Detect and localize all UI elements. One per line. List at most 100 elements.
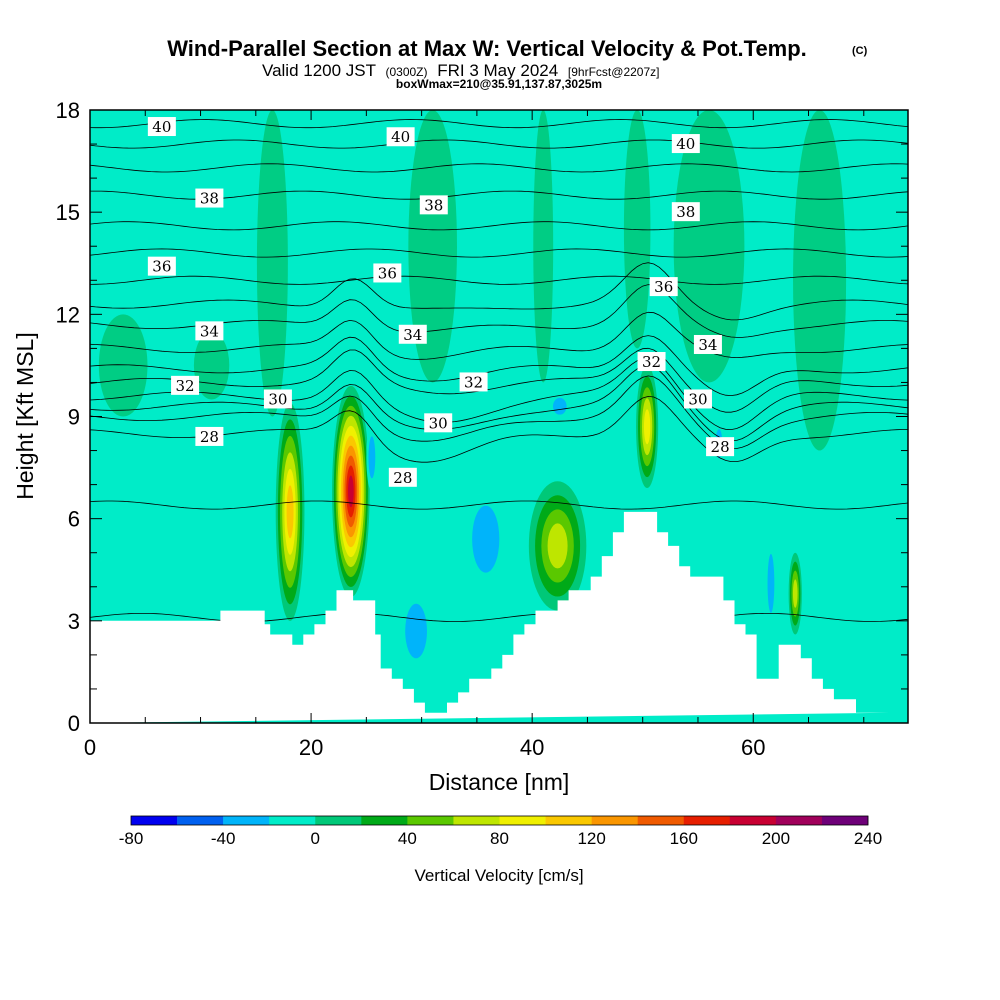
y-tick-label: 3 <box>68 609 80 634</box>
box-info: boxWmax=210@35.91,137.87,3025m <box>396 77 602 91</box>
contour-label: 36 <box>649 277 678 297</box>
colorbar-swatch <box>545 816 592 825</box>
plot-area <box>90 99 908 723</box>
terrain-profile <box>90 511 890 723</box>
contour-label-text: 38 <box>200 190 219 208</box>
colorbar-tick-label: 120 <box>577 829 605 848</box>
colorbar-tick-label: 0 <box>311 829 320 848</box>
contour-label: 38 <box>195 188 224 208</box>
contour-label-bg <box>195 188 224 208</box>
theta-contour <box>90 395 908 463</box>
colorbar-swatch <box>683 816 731 825</box>
contour-label: 34 <box>195 321 224 341</box>
contour-label-text: 28 <box>711 438 730 456</box>
velocity-cell <box>332 385 370 597</box>
contour-label-bg <box>195 426 224 446</box>
velocity-cell <box>636 365 659 489</box>
contour-label: 36 <box>147 256 176 276</box>
theta-contour <box>90 248 908 258</box>
colorbar-swatch <box>499 816 546 825</box>
contour-label: 30 <box>683 389 712 409</box>
theta-contour <box>90 335 908 397</box>
velocity-band <box>368 436 376 479</box>
colorbar-tick-label: 80 <box>490 829 509 848</box>
upper-streak <box>533 110 554 383</box>
x-axis-label: Distance [nm] <box>429 769 570 795</box>
contour-label-text: 30 <box>268 390 287 408</box>
contour-label-text: 30 <box>429 414 448 432</box>
contour-label: 32 <box>637 352 666 372</box>
colorbar-tick-label: -80 <box>119 829 144 848</box>
valid-time: Valid 1200 JST <box>262 61 376 80</box>
theta-contour <box>90 99 908 107</box>
contour-label-text: 40 <box>152 118 171 136</box>
theta-contour <box>90 139 908 149</box>
velocity-cell <box>548 392 571 420</box>
colorbar-swatch <box>131 816 178 825</box>
theta-contour <box>90 284 908 338</box>
contour-label: 38 <box>671 202 700 222</box>
colorbar-label: Vertical Velocity [cm/s] <box>414 866 583 885</box>
contour-label-text: 34 <box>698 336 717 354</box>
y-tick-label: 6 <box>68 507 80 532</box>
colorbar-tick-label: 240 <box>854 829 882 848</box>
contour-label-text: 40 <box>391 128 410 146</box>
contour-label: 40 <box>386 127 415 147</box>
copyright-mark: (C) <box>852 45 868 57</box>
colorbar-tick-label: 40 <box>398 829 417 848</box>
upper-streak <box>673 110 745 383</box>
chart-title: Wind-Parallel Section at Max W: Vertical… <box>167 36 807 61</box>
contour-label-bg <box>386 127 415 147</box>
colorbar-tick-label: 160 <box>670 829 698 848</box>
theta-contour <box>90 163 908 173</box>
theta-contour <box>90 347 908 413</box>
valid-utc: (0300Z) <box>385 65 427 79</box>
x-tick-label: 0 <box>84 735 96 760</box>
chart-subtitle: Valid 1200 JST (0300Z) FRI 3 May 2024 [9… <box>262 61 659 80</box>
contour-label-text: 28 <box>393 469 412 487</box>
contour-label: 28 <box>706 437 735 457</box>
theta-contour-labels: 40 40 40 38 38 38 36 36 36 34 34 34 32 32 32 30 30 30 28 28… <box>147 117 735 487</box>
contour-label-bg <box>706 437 735 457</box>
colorbar-swatch <box>361 816 408 825</box>
contour-label-text: 30 <box>688 390 707 408</box>
colorbar-swatch <box>453 816 500 825</box>
colorbar-swatch <box>821 816 869 825</box>
contour-label-bg <box>419 195 448 215</box>
contour-label-bg <box>683 389 712 409</box>
contour-label: 30 <box>424 413 453 433</box>
colorbar-tick-label: -40 <box>211 829 236 848</box>
contour-label-text: 36 <box>378 264 397 282</box>
contour-label-text: 38 <box>676 203 695 221</box>
contour-label-text: 32 <box>176 377 195 395</box>
y-axis-label: Height [Kft MSL] <box>12 332 38 499</box>
contour-label-text: 38 <box>424 196 443 214</box>
contour-label-text: 34 <box>403 326 422 344</box>
colorbar-tick-label: 200 <box>762 829 790 848</box>
contour-label-bg <box>147 256 176 276</box>
velocity-band <box>792 579 798 608</box>
contour-label-text: 32 <box>642 353 661 371</box>
contour-label-text: 32 <box>464 373 483 391</box>
theta-contour <box>90 500 908 510</box>
x-tick-label: 20 <box>299 735 323 760</box>
contour-label-bg <box>388 467 417 487</box>
theta-contour <box>90 357 908 431</box>
contour-label-bg <box>424 413 453 433</box>
contour-label: 36 <box>373 263 402 283</box>
contour-label-bg <box>459 372 488 392</box>
colorbar-swatch <box>775 816 823 825</box>
upper-streak <box>98 314 148 417</box>
velocity-band <box>348 475 354 508</box>
colorbar-frame <box>130 815 869 826</box>
upper-green-streaks <box>98 110 847 451</box>
velocity-band <box>767 554 775 613</box>
colorbar-swatch <box>177 816 224 825</box>
velocity-cell <box>366 423 378 492</box>
forecast-info: [9hrFcst@2207z] <box>568 65 660 79</box>
contour-label-bg <box>693 334 722 354</box>
contour-label: 32 <box>459 372 488 392</box>
contour-label: 30 <box>263 389 292 409</box>
